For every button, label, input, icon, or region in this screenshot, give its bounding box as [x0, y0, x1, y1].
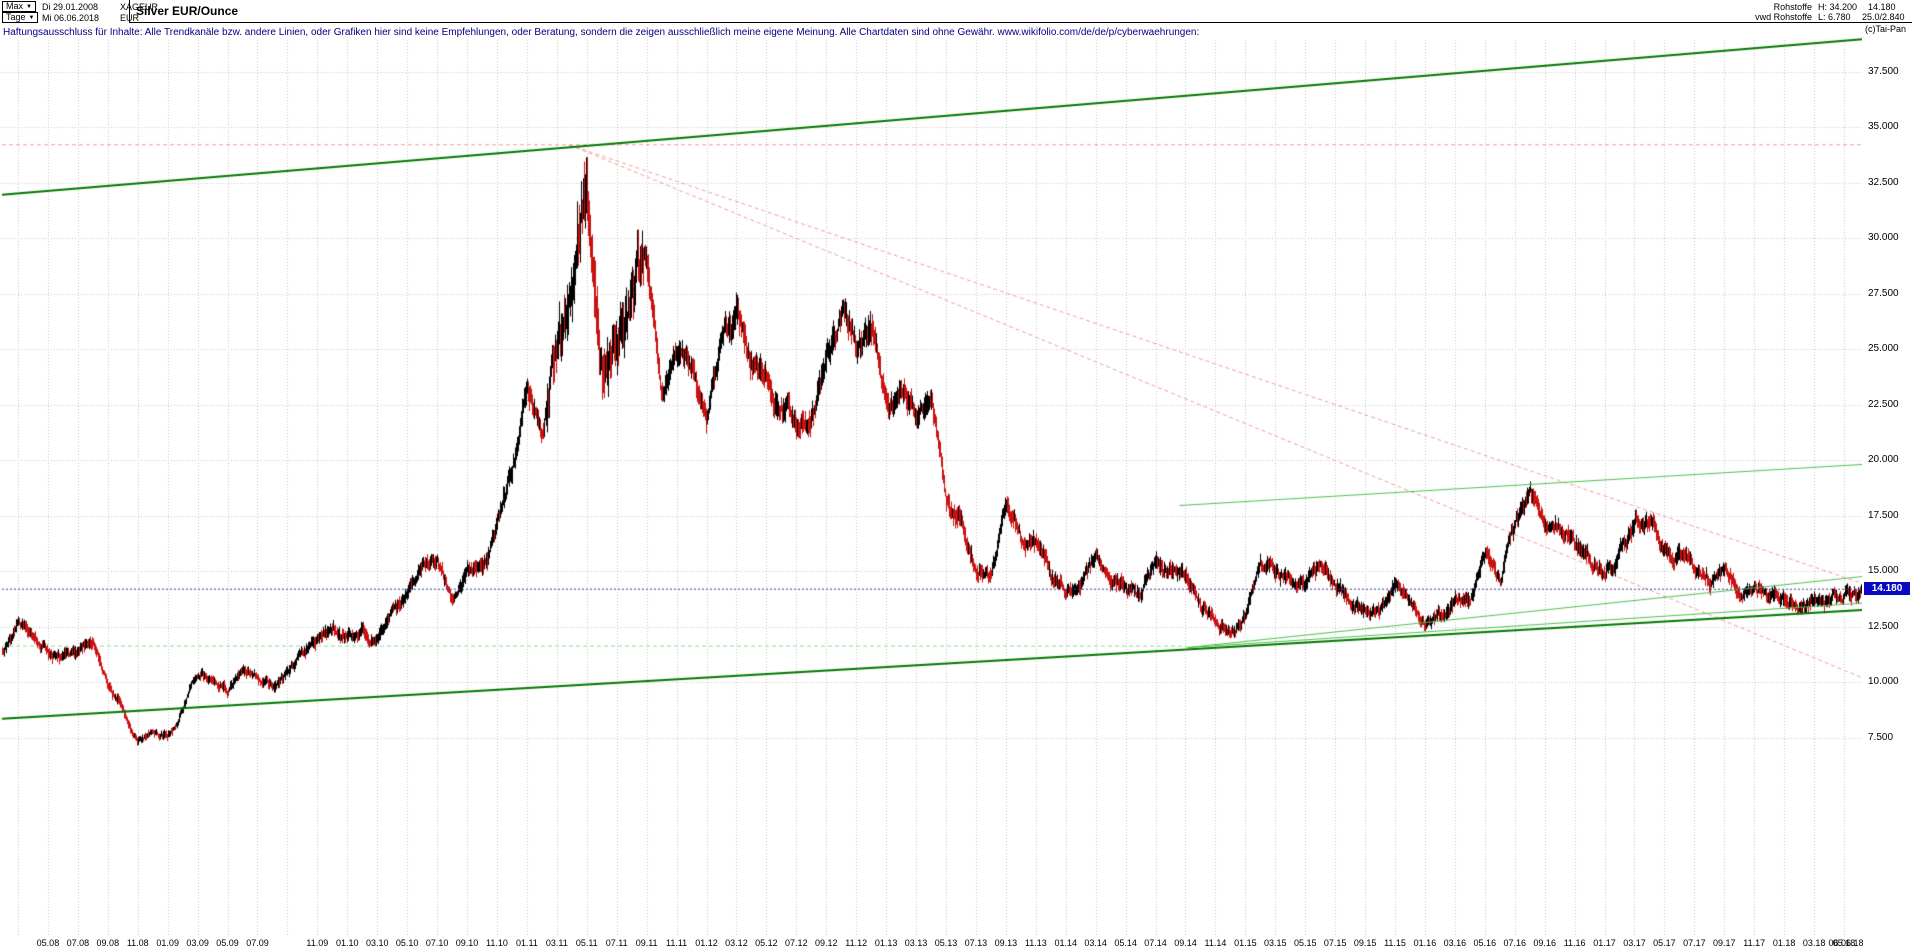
- x-axis-label: 11.11: [665, 938, 688, 948]
- x-axis-label: 05.17: [1653, 938, 1676, 948]
- chevron-down-icon: ▼: [28, 14, 35, 21]
- x-axis-label: 05.08: [36, 938, 60, 948]
- x-axis-label: 03.13: [904, 938, 928, 948]
- x-axis-label: 05.13: [934, 938, 958, 948]
- y-axis-label: 10.000: [1868, 676, 1899, 688]
- y-axis-label: 32.500: [1868, 176, 1899, 188]
- category-label: Rohstoffe: [1773, 2, 1812, 12]
- x-axis-label: 11.09: [306, 938, 329, 948]
- y-axis-label: 22.500: [1868, 398, 1899, 410]
- x-axis-label: 06.06.18: [1828, 938, 1864, 948]
- x-axis-label: 03.16: [1443, 938, 1467, 948]
- copyright-label: (c)Tai-Pan: [1864, 24, 1906, 34]
- x-axis-label: 07.11: [605, 938, 628, 948]
- x-axis-label: 09.12: [814, 938, 838, 948]
- x-axis-label: 01.12: [695, 938, 718, 948]
- x-axis-label: 11.12: [845, 938, 868, 948]
- x-axis-label: 03.10: [365, 938, 389, 948]
- x-axis-label: 03.14: [1084, 938, 1107, 948]
- x-axis-label: 07.12: [785, 938, 808, 948]
- x-axis-label: 01.11: [515, 938, 538, 948]
- x-axis-label: 07.14: [1144, 938, 1167, 948]
- y-axis-label: 27.500: [1868, 287, 1899, 299]
- last-price-tag-label: 14.180: [1871, 583, 1903, 595]
- page-title: Silver EUR/Ounce: [136, 4, 239, 18]
- x-axis-label: 07.16: [1503, 938, 1527, 948]
- instrument-symbol: XAGEUR: [120, 2, 159, 12]
- x-axis-label: 05.10: [395, 938, 419, 948]
- x-axis-label: 05.11: [575, 938, 598, 948]
- y-axis-label: 30.000: [1868, 232, 1899, 243]
- x-axis-label: 05.18: [1832, 938, 1856, 948]
- last-value: 14.180: [1868, 2, 1896, 12]
- high-value: H: 34.200: [1818, 2, 1858, 12]
- x-axis-label: 07.10: [425, 938, 449, 948]
- x-axis-label: 03.15: [1264, 938, 1287, 948]
- last-price-tag: 14.180: [1864, 582, 1910, 596]
- y-axis-label: 12.500: [1868, 620, 1899, 632]
- x-axis-label: 01.18: [1772, 938, 1796, 948]
- x-axis-label: 09.16: [1533, 938, 1556, 948]
- low-value: L: 6.780: [1818, 12, 1851, 22]
- x-axis-label: 09.17: [1713, 938, 1736, 948]
- x-axis-label: 09.08: [96, 938, 120, 948]
- range-dropdown-label: Max: [6, 1, 24, 11]
- disclaimer-text: Haftungsausschluss für Inhalte: Alle Tre…: [3, 27, 1200, 38]
- period-dropdown-label: Tage: [6, 12, 26, 22]
- extra-value: 25.0/2.840: [1862, 12, 1905, 22]
- chart-end-date: Mi 06.06.2018: [42, 13, 100, 23]
- x-axis-label: 05.16: [1473, 938, 1497, 948]
- x-axis-label: 01.16: [1413, 938, 1437, 948]
- x-axis-label: 01.13: [874, 938, 898, 948]
- x-axis-label: 11.14: [1204, 938, 1227, 948]
- x-axis-label: 01.14: [1054, 938, 1077, 948]
- y-axis-label: 15.000: [1868, 565, 1899, 577]
- y-axis-label: 37.500: [1868, 65, 1899, 77]
- x-axis-label: 09.15: [1353, 938, 1377, 948]
- provider-label: vwd Rohstoffe: [1755, 12, 1812, 22]
- x-axis-label: 01.15: [1234, 938, 1257, 948]
- x-axis-label: 11.13: [1024, 938, 1047, 948]
- period-dropdown[interactable]: Tage ▼: [2, 12, 39, 23]
- x-axis-label: 05.12: [755, 938, 778, 948]
- x-axis-label: 03.09: [186, 938, 209, 948]
- x-axis-label: 09.13: [994, 938, 1018, 948]
- x-axis-label: 07.13: [964, 938, 988, 948]
- x-axis-label: 07.09: [246, 938, 269, 948]
- x-axis-label: 03.17: [1623, 938, 1646, 948]
- x-axis-label: 07.08: [66, 938, 90, 948]
- x-axis-label: 09.11: [635, 938, 658, 948]
- x-axis-label: 03.18: [1802, 938, 1826, 948]
- x-axis-label: 03.12: [725, 938, 748, 948]
- x-axis-label: 05.15: [1293, 938, 1317, 948]
- x-axis-label: 01.17: [1593, 938, 1616, 948]
- x-axis-label: 11.08: [126, 938, 149, 948]
- x-axis-label: 03.11: [545, 938, 568, 948]
- x-axis-label: 05.14: [1114, 938, 1137, 948]
- header-divider: [129, 0, 130, 23]
- y-axis-label: 20.000: [1868, 454, 1899, 466]
- x-axis-label: 11.16: [1563, 938, 1586, 948]
- y-axis-label: 25.000: [1868, 343, 1899, 355]
- price-chart-canvas[interactable]: [0, 26, 1862, 936]
- x-axis-label: 07.17: [1683, 938, 1706, 948]
- chart-start-date: Di 29.01.2008: [42, 2, 99, 12]
- header-rule: [129, 22, 1912, 23]
- x-axis-label: 05.09: [216, 938, 239, 948]
- x-axis-label: 07.15: [1323, 938, 1347, 948]
- x-axis-label: 09.14: [1174, 938, 1197, 948]
- x-axis-label: 11.15: [1384, 938, 1406, 948]
- x-axis-label: 01.09: [156, 938, 179, 948]
- y-axis-label: 7.500: [1868, 731, 1894, 743]
- x-axis-label: 01.10: [336, 938, 359, 948]
- x-axis-label: 09.10: [455, 938, 479, 948]
- range-dropdown[interactable]: Max ▼: [2, 1, 36, 12]
- chevron-down-icon: ▼: [26, 3, 32, 10]
- x-axis-label: 11.10: [486, 938, 508, 948]
- y-axis-label: 35.000: [1868, 121, 1899, 132]
- x-axis-label: 11.17: [1743, 938, 1766, 948]
- y-axis-label: 17.500: [1868, 509, 1899, 521]
